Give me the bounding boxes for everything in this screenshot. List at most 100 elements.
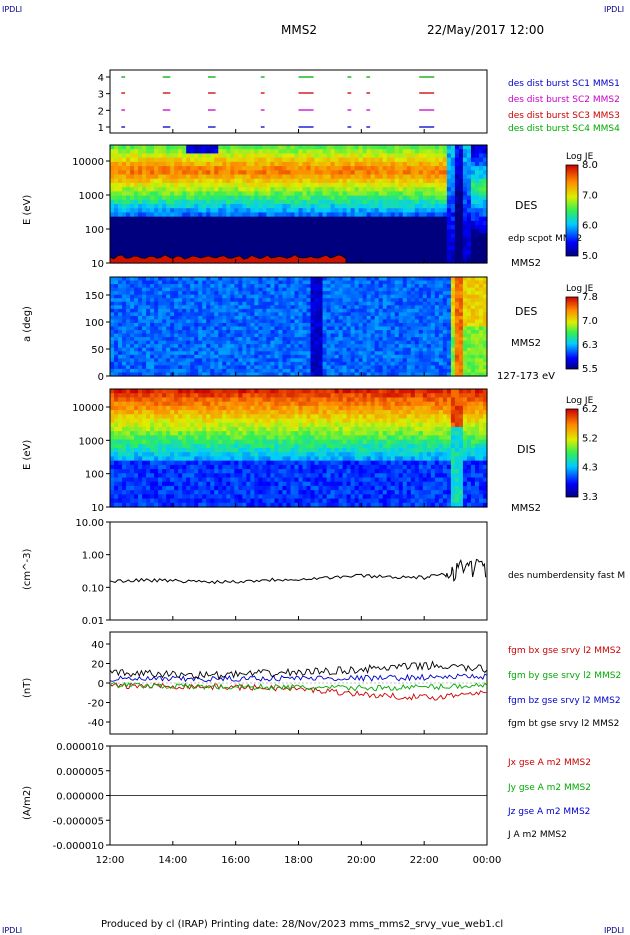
spectrogram-cell [270,280,276,285]
spectrogram-cell [178,241,183,247]
spectrogram-cell [198,308,203,313]
spectrogram-cell [142,287,147,292]
spectrogram-cell [442,241,448,247]
spectrogram-cell [126,208,131,214]
spectrogram-cell [206,174,211,180]
spectrogram-cell [170,161,175,167]
spectrogram-cell [294,354,300,359]
spectrogram-cell [230,170,235,176]
spectrogram-cell [314,354,320,359]
spectrogram-cell [350,161,356,167]
spectrogram-cell [110,361,115,366]
spectrogram-cell [270,170,276,176]
spectrogram-cell [238,157,243,163]
spectrogram-cell [230,182,235,188]
spectrogram-cell [118,145,123,150]
spectrogram-cell [362,182,368,188]
spectrogram-cell [398,157,404,163]
spectrogram-cell [342,284,348,289]
spectrogram-cell [222,220,227,226]
spectrogram-cell [230,204,235,209]
spectrogram-cell [126,241,131,247]
spectrogram-cell [142,199,147,205]
spectrogram-cell [258,254,263,260]
spectrogram-cell [458,157,464,163]
spectrogram-cell [218,157,223,163]
spectrogram-cell [190,344,195,349]
spectrogram-cell [326,284,332,289]
spectrogram-cell [166,229,171,235]
spectrogram-cell [146,166,151,171]
spectrogram-cell [458,187,464,192]
spectrogram-cell [426,216,432,222]
spectrogram-cell [246,354,251,359]
spectrogram-cell [338,149,344,155]
spectrogram-cell [154,208,159,214]
spectrogram-cell [438,319,444,324]
spectrogram-cell [322,326,328,331]
spectrogram-cell [246,187,251,192]
spectrogram-cell [462,187,468,192]
spectrogram-cell [458,178,464,184]
spectrogram-cell [154,326,159,331]
spectrogram-cell [342,254,348,260]
spectrogram-cell [314,166,320,171]
spectrogram-cell [298,365,304,370]
spectrogram-cell [310,145,316,150]
spectrogram-cell [354,351,360,356]
spectrogram-cell [294,170,300,176]
spectrogram-cell [254,241,259,247]
spectrogram-cell [258,229,263,235]
spectrogram-cell [278,161,284,167]
spectrogram-cell [250,225,255,230]
spectrogram-cell [166,372,171,377]
spectrogram-cell [330,182,336,188]
spectrogram-cell [242,220,247,226]
spectrogram-cell [198,351,203,356]
spectrogram-cell [394,182,400,188]
spectrogram-cell [418,250,424,256]
spectrogram-cell [298,368,304,374]
spectrogram-cell [326,157,332,163]
spectrogram-cell [142,157,147,163]
spectrogram-cell [206,301,211,306]
spectrogram-cell [414,291,420,296]
spectrogram-cell [242,298,247,303]
spectrogram-cell [134,298,139,303]
spectrogram-cell [118,153,123,159]
spectrogram-cell [310,216,316,222]
spectrogram-cell [350,212,356,218]
spectrogram-cell [446,153,452,159]
spectrogram-cell [330,166,336,171]
spectrogram-cell [470,178,476,184]
spectrogram-cell [114,157,119,163]
spectrogram-cell [222,161,227,167]
spectrogram-cell [446,250,452,256]
spectrogram-cell [258,308,263,313]
spectrogram-cell [118,149,123,155]
spectrogram-cell [382,365,388,370]
spectrogram-cell [326,294,332,299]
spectrogram-cell [162,298,167,303]
spectrogram-cell [214,277,219,282]
spectrogram-cell [254,298,259,303]
spectrogram-cell [238,199,243,205]
spectrogram-cell [150,225,155,230]
spectrogram-cell [462,178,468,184]
spectrogram-cell [290,294,296,299]
spectrogram-cell [290,298,296,303]
spectrogram-cell [466,254,472,260]
spectrogram-cell [194,157,199,163]
spectrogram-cell [462,170,468,176]
spectrogram-cell [282,170,288,176]
spectrogram-cell [338,153,344,159]
spectrogram-cell [166,237,171,243]
spectrogram-cell [410,233,416,239]
spectrogram-cell [162,199,167,205]
spectrogram-cell [422,204,428,209]
spectrogram-cell [310,229,316,235]
spectrogram-cell [354,237,360,243]
spectrogram-cell [390,277,396,282]
spectrogram-cell [414,287,420,292]
spectrogram-cell [470,170,476,176]
